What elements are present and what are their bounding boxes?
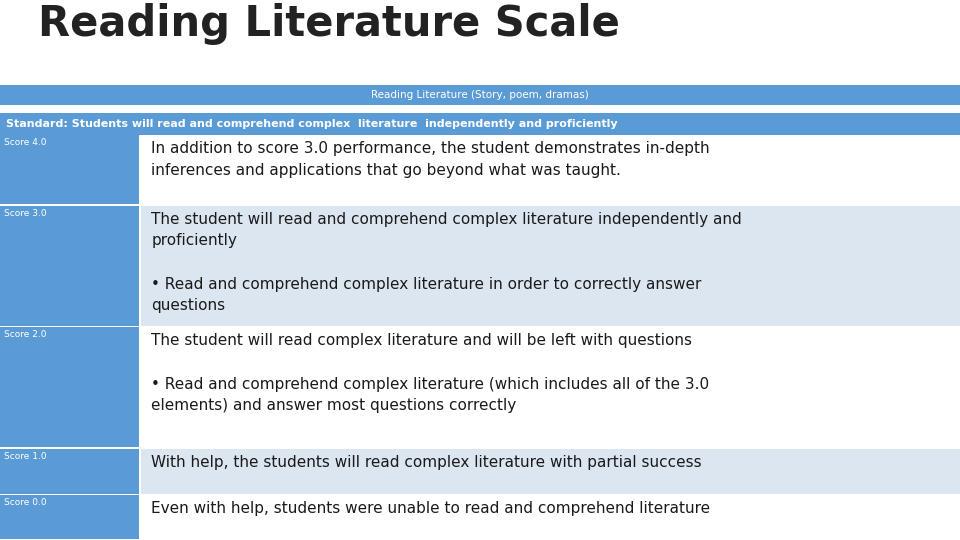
Bar: [139, 135, 141, 206]
Text: Even with help, students were unable to read and comprehend literature: Even with help, students were unable to …: [151, 502, 710, 516]
Text: Score 0.0: Score 0.0: [4, 498, 47, 508]
Bar: [0, 85, 960, 105]
Bar: [139, 496, 141, 540]
Bar: [139, 449, 141, 496]
Bar: [0, 326, 960, 327]
Text: Standard: Students will read and comprehend complex  literature  independently a: Standard: Students will read and compreh…: [6, 119, 617, 129]
Bar: [0, 327, 960, 449]
Bar: [0, 206, 139, 327]
Bar: [0, 538, 960, 540]
Bar: [0, 494, 960, 496]
Text: Reading Literature (Story, poem, dramas): Reading Literature (Story, poem, dramas): [372, 90, 588, 100]
Text: In addition to score 3.0 performance, the student demonstrates in-depth
inferenc: In addition to score 3.0 performance, th…: [151, 141, 709, 178]
Bar: [0, 496, 139, 540]
Bar: [0, 449, 960, 496]
Bar: [0, 204, 960, 206]
Bar: [0, 135, 139, 206]
Bar: [139, 206, 141, 327]
Bar: [0, 135, 960, 206]
Text: With help, the students will read complex literature with partial success: With help, the students will read comple…: [151, 455, 702, 470]
Bar: [0, 113, 960, 135]
Text: Score 3.0: Score 3.0: [4, 209, 47, 218]
Bar: [0, 496, 960, 540]
Bar: [139, 327, 141, 449]
Text: Reading Literature Scale: Reading Literature Scale: [38, 3, 620, 45]
Text: Score 2.0: Score 2.0: [4, 330, 46, 339]
Bar: [0, 105, 960, 113]
Bar: [0, 327, 139, 449]
Text: The student will read and comprehend complex literature independently and
profic: The student will read and comprehend com…: [151, 212, 742, 313]
Bar: [0, 206, 960, 327]
Text: Score 4.0: Score 4.0: [4, 138, 46, 147]
Text: The student will read complex literature and will be left with questions

• Read: The student will read complex literature…: [151, 333, 709, 413]
Bar: [0, 449, 139, 496]
Text: Score 1.0: Score 1.0: [4, 452, 47, 461]
Bar: [0, 447, 960, 449]
